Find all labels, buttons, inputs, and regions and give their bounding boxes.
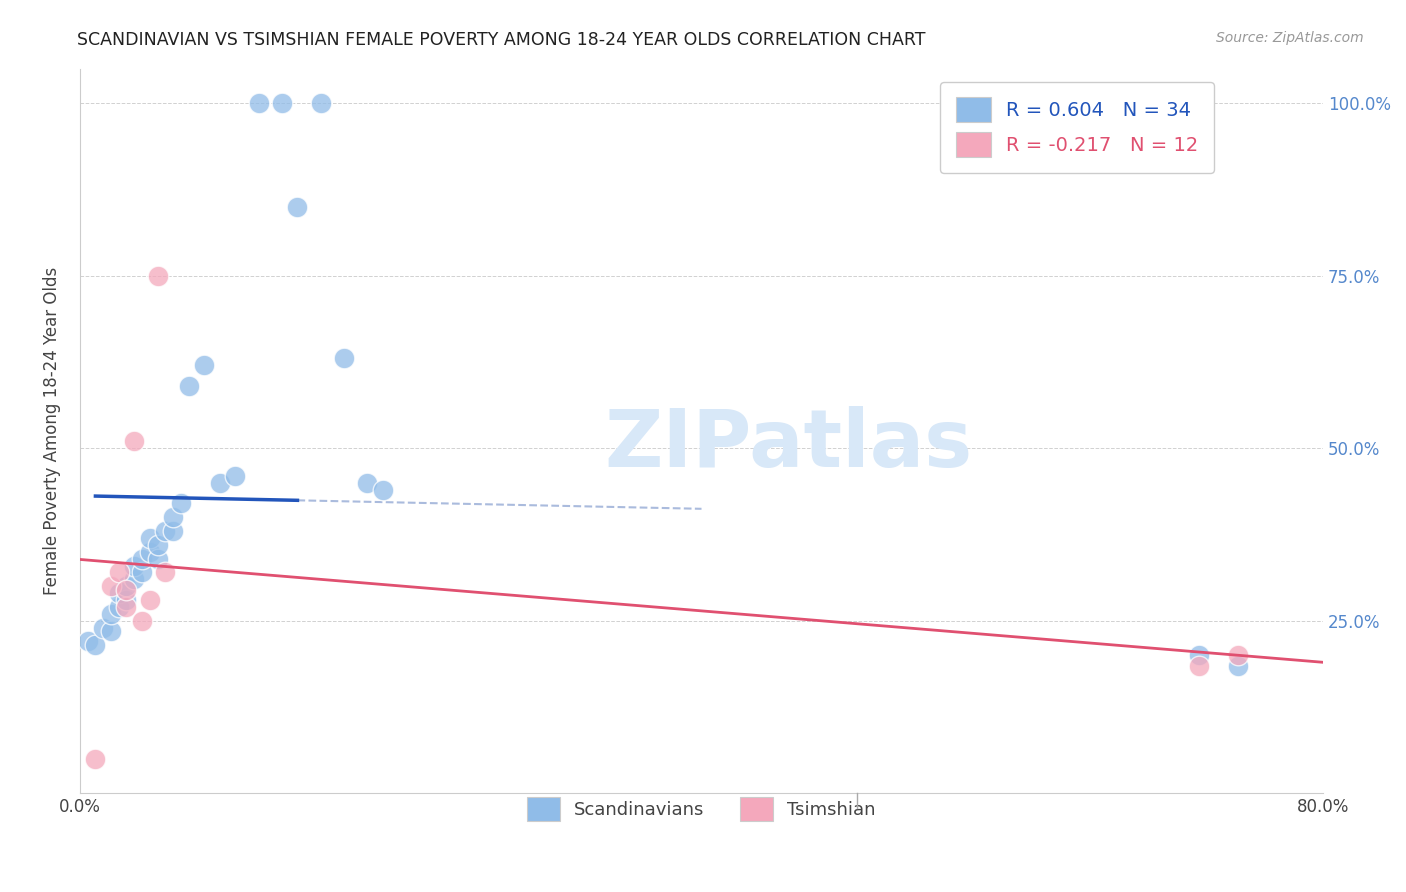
Point xyxy=(131,614,153,628)
Point xyxy=(193,359,215,373)
Text: SCANDINAVIAN VS TSIMSHIAN FEMALE POVERTY AMONG 18-24 YEAR OLDS CORRELATION CHART: SCANDINAVIAN VS TSIMSHIAN FEMALE POVERTY… xyxy=(77,31,925,49)
Point xyxy=(287,200,309,214)
Point xyxy=(146,538,169,552)
Point xyxy=(122,572,145,586)
Point xyxy=(122,558,145,573)
Point xyxy=(84,752,107,766)
Point xyxy=(107,599,129,614)
Point xyxy=(177,379,200,393)
Point xyxy=(146,551,169,566)
Point xyxy=(115,599,138,614)
Point xyxy=(224,468,246,483)
Point xyxy=(208,475,231,490)
Point xyxy=(309,96,332,111)
Point xyxy=(139,545,162,559)
Point xyxy=(356,475,378,490)
Legend: Scandinavians, Tsimshian: Scandinavians, Tsimshian xyxy=(513,783,890,835)
Point xyxy=(1226,658,1249,673)
Point xyxy=(146,268,169,283)
Point xyxy=(100,607,122,621)
Point xyxy=(76,634,98,648)
Point xyxy=(115,579,138,593)
Point xyxy=(122,434,145,449)
Point xyxy=(131,566,153,580)
Point xyxy=(100,624,122,639)
Point xyxy=(84,638,107,652)
Point xyxy=(139,531,162,545)
Point xyxy=(115,593,138,607)
Point xyxy=(270,96,292,111)
Point xyxy=(115,582,138,597)
Point xyxy=(162,524,184,538)
Point xyxy=(139,593,162,607)
Point xyxy=(107,586,129,600)
Point xyxy=(170,496,193,510)
Point xyxy=(371,483,394,497)
Text: ZIPatlas: ZIPatlas xyxy=(605,407,973,484)
Point xyxy=(100,579,122,593)
Point xyxy=(155,524,177,538)
Point xyxy=(333,351,356,366)
Point xyxy=(1188,658,1211,673)
Text: Source: ZipAtlas.com: Source: ZipAtlas.com xyxy=(1216,31,1364,45)
Point xyxy=(162,510,184,524)
Point xyxy=(247,96,270,111)
Point xyxy=(1226,648,1249,663)
Point xyxy=(91,621,114,635)
Point xyxy=(155,566,177,580)
Point xyxy=(107,566,129,580)
Point xyxy=(131,551,153,566)
Point xyxy=(1188,648,1211,663)
Y-axis label: Female Poverty Among 18-24 Year Olds: Female Poverty Among 18-24 Year Olds xyxy=(44,267,60,595)
